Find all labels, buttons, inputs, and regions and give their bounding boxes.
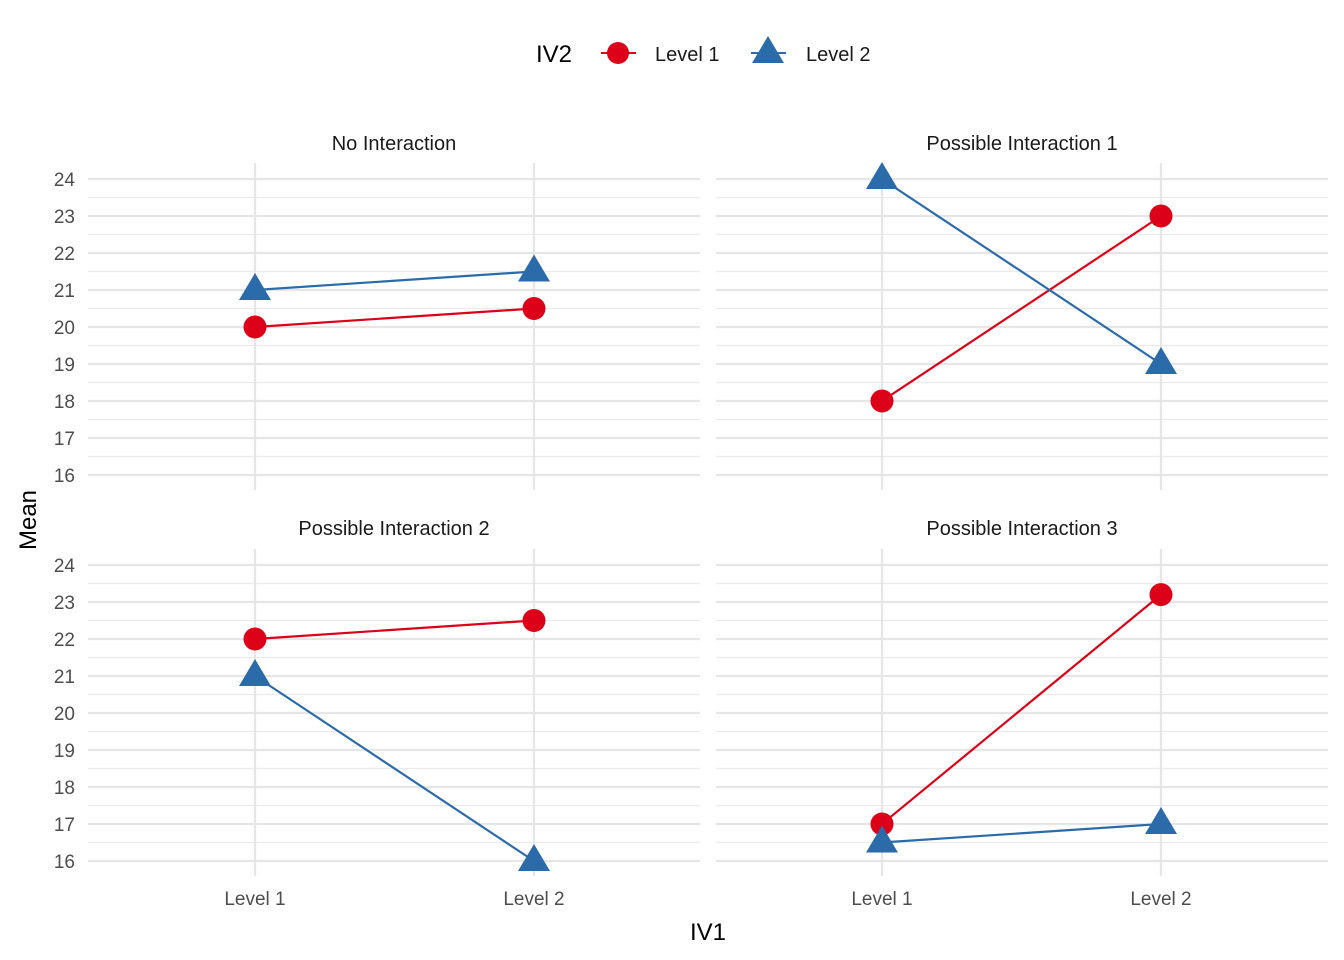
x-tick-label: Level 2 [503, 889, 564, 910]
legend: IV2 Level 1 Level 2 [536, 36, 871, 68]
series-line-1 [881, 593, 1162, 825]
y-tick-label: 24 [54, 556, 76, 577]
panel-2: Possible Interaction 1 [716, 133, 1328, 490]
y-tick-label: 22 [54, 630, 75, 651]
data-point-circle [243, 315, 267, 339]
data-point-triangle [866, 162, 898, 189]
y-tick-label: 23 [54, 593, 75, 614]
y-axis-title: Mean [15, 490, 42, 550]
y-tick-label: 23 [54, 207, 75, 228]
panel-title: Possible Interaction 3 [926, 518, 1117, 540]
x-tick-label: Level 2 [1130, 889, 1191, 910]
data-point-triangle [518, 254, 550, 282]
legend-key-level-2 [751, 36, 786, 63]
panel-1: 16 17 18 19 20 21 22 23 24 No Interaction [54, 133, 700, 490]
data-point-triangle [1145, 347, 1177, 374]
series-line-2 [254, 270, 535, 292]
panel-title: Possible Interaction 1 [926, 133, 1117, 155]
y-tick-label: 18 [54, 778, 75, 799]
series-line-2 [254, 675, 535, 862]
data-point-circle [870, 389, 894, 413]
y-tick-label: 21 [54, 281, 75, 302]
legend-key-level-1 [601, 42, 636, 64]
legend-label-level-2: Level 2 [806, 44, 871, 66]
panel-title: No Interaction [332, 133, 457, 155]
x-tick-label: Level 1 [851, 889, 912, 910]
y-tick-label: 19 [54, 355, 75, 376]
y-tick-label: 16 [54, 852, 75, 873]
series-line-2 [881, 822, 1162, 844]
y-tick-label: 20 [54, 318, 75, 339]
series-line-1 [254, 307, 535, 329]
series-line-1 [881, 215, 1162, 402]
y-tick-label: 17 [54, 815, 75, 836]
data-point-circle [522, 297, 546, 320]
panel-4: Level 1 Level 2 Possible Interaction 3 [716, 518, 1328, 910]
x-axis-title: IV1 [690, 919, 726, 946]
y-tick-label: 24 [54, 170, 76, 191]
data-point-circle [522, 609, 546, 632]
data-point-triangle [1145, 807, 1177, 834]
data-point-circle [1149, 583, 1173, 607]
y-tick-label: 22 [54, 244, 75, 265]
y-tick-label: 18 [54, 392, 75, 413]
y-tick-label: 17 [54, 429, 75, 450]
y-tick-label: 16 [54, 466, 75, 487]
data-point-circle [870, 812, 894, 836]
panel-title: Possible Interaction 2 [298, 518, 489, 540]
data-point-triangle [518, 844, 550, 871]
data-point-circle [1149, 204, 1173, 228]
y-tick-label: 21 [54, 667, 75, 688]
series-line-2 [881, 178, 1162, 365]
y-tick-label: 19 [54, 741, 75, 762]
series-line-1 [254, 619, 535, 641]
data-point-triangle [239, 659, 271, 686]
legend-title: IV2 [536, 41, 572, 68]
data-point-triangle [866, 825, 898, 853]
panel-3: 16 17 18 19 20 21 22 23 24 Level 1 Level 2 Possible… [54, 518, 700, 910]
legend-label-level-1: Level 1 [655, 44, 720, 66]
data-point-circle [243, 627, 267, 651]
y-tick-label: 20 [54, 704, 75, 725]
data-point-triangle [239, 273, 271, 300]
x-tick-label: Level 1 [224, 889, 285, 910]
